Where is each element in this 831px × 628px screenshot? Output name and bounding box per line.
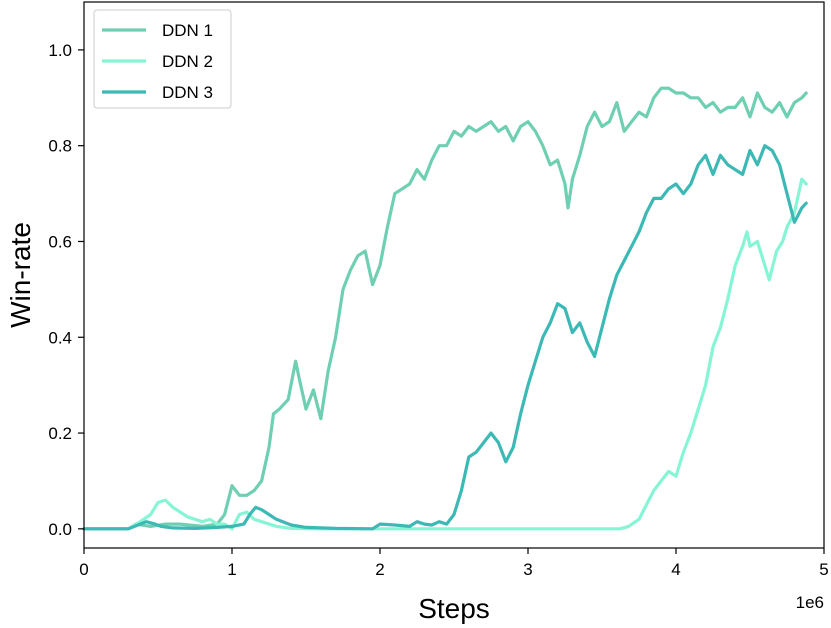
series-line-ddn-2	[82, 177, 808, 531]
y-tick-label: 0.2	[48, 424, 72, 443]
legend-label-ddn-2: DDN 2	[162, 52, 213, 71]
y-tick-label: 1.0	[48, 41, 72, 60]
y-tick-label: 0.6	[48, 232, 72, 251]
y-axis-label: Win-rate	[5, 222, 36, 328]
x-axis-label: Steps	[418, 593, 490, 624]
x-axis: 0 1 2 3 4 5	[79, 548, 829, 579]
plot-area	[82, 1, 825, 549]
legend-label-ddn-1: DDN 1	[162, 21, 213, 40]
series-line-ddn-3	[82, 144, 808, 531]
series-line-ddn-1	[82, 86, 808, 531]
x-tick-label: 4	[671, 560, 680, 579]
y-tick-label: 0.0	[48, 520, 72, 539]
series-layer	[82, 86, 808, 531]
legend-label-ddn-3: DDN 3	[162, 83, 213, 102]
x-tick-label: 2	[375, 560, 384, 579]
legend: DDN 1 DDN 2 DDN 3	[93, 9, 232, 109]
x-tick-label: 0	[79, 560, 88, 579]
x-tick-label: 5	[819, 560, 828, 579]
x-tick-label: 1	[227, 560, 236, 579]
x-axis-offset-label: 1e6	[796, 593, 824, 612]
legend-frame	[93, 9, 232, 109]
plot-frame	[83, 1, 825, 549]
y-tick-label: 0.4	[48, 328, 72, 347]
x-tick-label: 3	[523, 560, 532, 579]
y-axis: 0.0 0.2 0.4 0.6 0.8 1.0	[48, 41, 84, 539]
y-tick-label: 0.8	[48, 137, 72, 156]
